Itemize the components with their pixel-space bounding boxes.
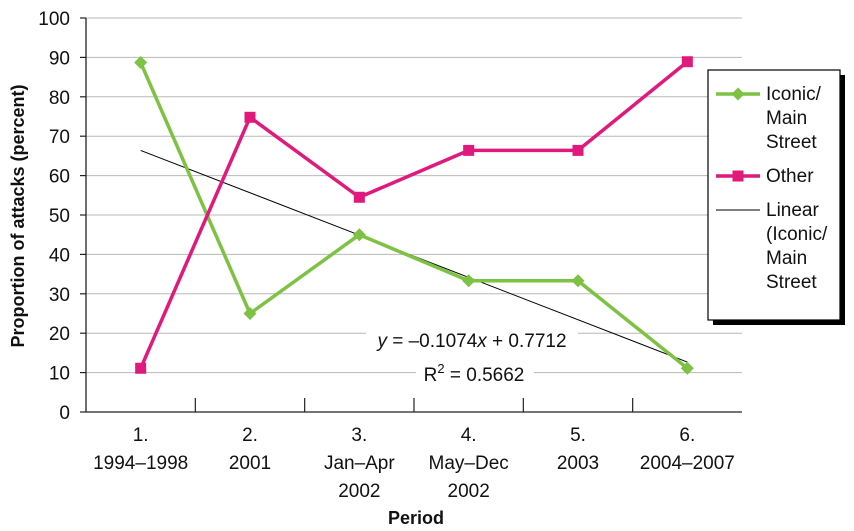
x-axis-title: Period bbox=[388, 508, 444, 528]
legend-entry: Iconic/Main Street bbox=[716, 84, 822, 153]
r-squared-text: R2 = 0.5662 bbox=[424, 361, 525, 386]
x-tick-label: 2004–2007 bbox=[640, 453, 735, 474]
gridlines bbox=[86, 17, 742, 374]
axes: 0 10 20 30 40 50 60 70 80 90 100 1. 1994–1998 2. 2001 3… bbox=[38, 9, 742, 502]
y-tick-label: 20 bbox=[49, 324, 70, 345]
legend-label: Other bbox=[766, 166, 814, 187]
data-point bbox=[463, 144, 475, 156]
r2-background bbox=[416, 358, 534, 386]
y-tick-label: 60 bbox=[49, 167, 70, 188]
y-tick-label: 100 bbox=[38, 9, 70, 30]
equation-x: x bbox=[476, 331, 488, 352]
r2-value: = 0.5662 bbox=[445, 365, 525, 386]
data-point bbox=[244, 111, 256, 123]
legend-entry: Linear (Iconic/Main Street bbox=[716, 200, 828, 293]
series bbox=[134, 56, 694, 375]
x-tick-label: 2003 bbox=[557, 453, 599, 474]
y-tick-label: 30 bbox=[49, 285, 70, 306]
x-tick-label: 2001 bbox=[229, 453, 271, 474]
equation-slope: = –0.1074 bbox=[387, 331, 478, 352]
y-tick-label: 90 bbox=[49, 48, 70, 69]
trend-equation-text: y = –0.1074x + 0.7712 bbox=[375, 331, 566, 352]
x-tick-label: 4. bbox=[461, 425, 477, 446]
data-point bbox=[571, 274, 585, 288]
y-tick-label: 40 bbox=[49, 245, 70, 266]
x-tick-label: 1. bbox=[133, 425, 149, 446]
legend-label: Main bbox=[766, 248, 807, 269]
data-point bbox=[352, 228, 366, 242]
x-tick-label: 1994–1998 bbox=[93, 453, 188, 474]
series-line bbox=[139, 60, 689, 369]
y-tick-label: 80 bbox=[49, 88, 70, 109]
legend-label: (Iconic/ bbox=[766, 224, 828, 245]
data-point bbox=[135, 362, 147, 374]
x-tick-label: 3. bbox=[351, 425, 367, 446]
y-axis-title: Proportion of attacks (percent) bbox=[8, 84, 28, 347]
series-iconic-main-street bbox=[134, 56, 694, 375]
equation-background bbox=[366, 326, 578, 354]
r2-superscript: 2 bbox=[437, 361, 444, 376]
y-tick-label: 10 bbox=[49, 364, 70, 385]
data-point bbox=[243, 307, 257, 320]
legend-box bbox=[707, 69, 841, 321]
legend-label: Street bbox=[766, 272, 817, 293]
legend: Iconic/Main Street Other Linear (Iconic/Main… bbox=[707, 69, 845, 325]
data-point bbox=[462, 274, 476, 288]
data-point bbox=[680, 361, 694, 375]
series-other bbox=[135, 56, 693, 374]
legend-label: Linear bbox=[766, 200, 819, 221]
y-tick-label: 70 bbox=[49, 127, 70, 148]
x-tick-label: 2002 bbox=[448, 481, 490, 502]
r2-label: R bbox=[424, 365, 438, 386]
y-tick-label: 0 bbox=[59, 403, 70, 424]
legend-marker bbox=[732, 170, 744, 182]
series-line bbox=[139, 61, 689, 370]
trend-equation: y = –0.1074x + 0.7712 R2 = 0.5662 bbox=[366, 326, 578, 386]
x-tick-label: May–Dec bbox=[429, 453, 509, 474]
equation-intercept: + 0.7712 bbox=[487, 331, 567, 352]
data-point bbox=[572, 144, 584, 156]
x-tick-label: 6. bbox=[679, 425, 695, 446]
x-tick-label: 5. bbox=[570, 425, 586, 446]
legend-label: Iconic/ bbox=[766, 84, 822, 105]
y-tick-label: 50 bbox=[49, 206, 70, 227]
legend-label: Main bbox=[766, 108, 807, 129]
x-tick-label: 2002 bbox=[338, 481, 380, 502]
legend-label: Street bbox=[766, 132, 817, 153]
data-point bbox=[681, 56, 693, 68]
data-point bbox=[353, 191, 365, 203]
equation-y: y bbox=[375, 331, 388, 352]
legend-marker bbox=[731, 87, 745, 101]
data-point bbox=[134, 56, 148, 70]
x-tick-label: Jan–Apr bbox=[324, 453, 395, 474]
legend-entry: Other bbox=[716, 166, 814, 187]
x-tick-label: 2. bbox=[242, 425, 258, 446]
